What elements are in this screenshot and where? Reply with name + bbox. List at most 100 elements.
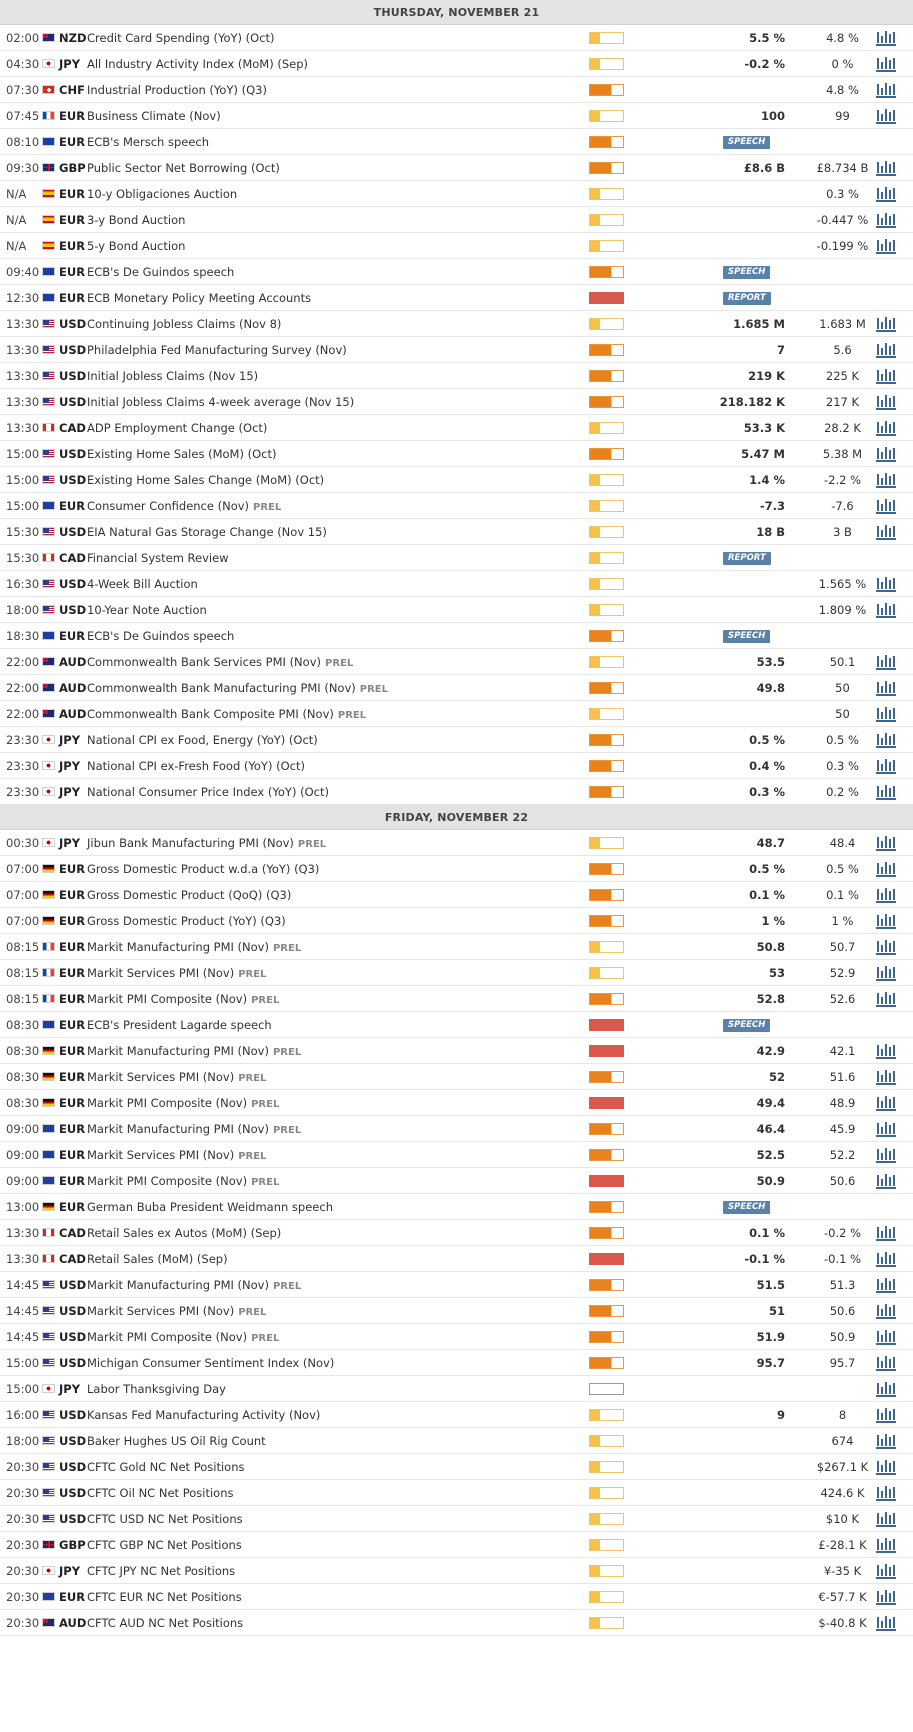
- event-name[interactable]: Financial System Review: [87, 545, 229, 571]
- event-name[interactable]: Labor Thanksgiving Day: [87, 1376, 226, 1402]
- event-name[interactable]: Markit Manufacturing PMI (Nov) PREL: [87, 1038, 301, 1064]
- bar-chart-icon[interactable]: [876, 680, 896, 696]
- event-name[interactable]: EIA Natural Gas Storage Change (Nov 15): [87, 519, 327, 545]
- event-name[interactable]: Consumer Confidence (Nov) PREL: [87, 493, 281, 519]
- event-row[interactable]: 15:00 EUR Consumer Confidence (Nov) PREL -7.…: [0, 493, 913, 519]
- bar-chart-icon[interactable]: [876, 1381, 896, 1397]
- event-row[interactable]: 08:30 EUR Markit PMI Composite (Nov) PREL 49…: [0, 1090, 913, 1116]
- bar-chart-icon[interactable]: [876, 368, 896, 384]
- event-name[interactable]: Markit PMI Composite (Nov) PREL: [87, 986, 279, 1012]
- event-name[interactable]: Existing Home Sales (MoM) (Oct): [87, 441, 276, 467]
- event-name[interactable]: CFTC JPY NC Net Positions: [87, 1558, 235, 1584]
- bar-chart-icon[interactable]: [876, 1069, 896, 1085]
- bar-chart-icon[interactable]: [876, 706, 896, 722]
- bar-chart-icon[interactable]: [876, 108, 896, 124]
- event-row[interactable]: 15:00 JPY Labor Thanksgiving Day: [0, 1376, 913, 1402]
- bar-chart-icon[interactable]: [876, 861, 896, 877]
- bar-chart-icon[interactable]: [876, 602, 896, 618]
- event-row[interactable]: 20:30 GBP CFTC GBP NC Net Positions £-28.1 …: [0, 1532, 913, 1558]
- event-name[interactable]: Industrial Production (YoY) (Q3): [87, 77, 267, 103]
- event-row[interactable]: 07:00 EUR Gross Domestic Product w.d.a (Yo…: [0, 856, 913, 882]
- event-name[interactable]: ADP Employment Change (Oct): [87, 415, 267, 441]
- event-name[interactable]: Philadelphia Fed Manufacturing Survey (N…: [87, 337, 347, 363]
- bar-chart-icon[interactable]: [876, 446, 896, 462]
- event-name[interactable]: 10-y Obligaciones Auction: [87, 181, 237, 207]
- event-row[interactable]: 12:30 EUR ECB Monetary Policy Meeting Acco…: [0, 285, 913, 311]
- bar-chart-icon[interactable]: [876, 991, 896, 1007]
- event-name[interactable]: Retail Sales (MoM) (Sep): [87, 1246, 228, 1272]
- event-name[interactable]: 4-Week Bill Auction: [87, 571, 198, 597]
- bar-chart-icon[interactable]: [876, 1251, 896, 1267]
- event-row[interactable]: 04:30 JPY All Industry Activity Index (MoM…: [0, 51, 913, 77]
- event-name[interactable]: Markit PMI Composite (Nov) PREL: [87, 1090, 279, 1116]
- bar-chart-icon[interactable]: [876, 1147, 896, 1163]
- event-name[interactable]: Michigan Consumer Sentiment Index (Nov): [87, 1350, 334, 1376]
- event-name[interactable]: Gross Domestic Product (YoY) (Q3): [87, 908, 286, 934]
- bar-chart-icon[interactable]: [876, 1303, 896, 1319]
- bar-chart-icon[interactable]: [876, 1225, 896, 1241]
- event-row[interactable]: 08:30 EUR Markit Manufacturing PMI (Nov) PR…: [0, 1038, 913, 1064]
- event-row[interactable]: 23:30 JPY National CPI ex Food, Energy (Yo…: [0, 727, 913, 753]
- event-name[interactable]: Markit Manufacturing PMI (Nov) PREL: [87, 934, 301, 960]
- bar-chart-icon[interactable]: [876, 1121, 896, 1137]
- speech-badge[interactable]: SPEECH: [723, 1201, 771, 1214]
- speech-badge[interactable]: SPEECH: [723, 630, 771, 643]
- event-row[interactable]: 07:45 EUR Business Climate (Nov) 100 99: [0, 103, 913, 129]
- bar-chart-icon[interactable]: [876, 654, 896, 670]
- event-row[interactable]: 09:00 EUR Markit Manufacturing PMI (Nov) PR…: [0, 1116, 913, 1142]
- event-row[interactable]: 20:30 USD CFTC Oil NC Net Positions 424.6 K: [0, 1480, 913, 1506]
- event-name[interactable]: Baker Hughes US Oil Rig Count: [87, 1428, 266, 1454]
- bar-chart-icon[interactable]: [876, 887, 896, 903]
- event-row[interactable]: 08:10 EUR ECB's Mersch speech SPEECH: [0, 129, 913, 155]
- event-name[interactable]: Commonwealth Bank Services PMI (Nov) PREL: [87, 649, 353, 675]
- event-row[interactable]: 20:30 USD CFTC Gold NC Net Positions $267.1…: [0, 1454, 913, 1480]
- bar-chart-icon[interactable]: [876, 1485, 896, 1501]
- event-row[interactable]: 09:30 GBP Public Sector Net Borrowing (Oct…: [0, 155, 913, 181]
- event-name[interactable]: CFTC Oil NC Net Positions: [87, 1480, 233, 1506]
- event-row[interactable]: 15:00 USD Michigan Consumer Sentiment Inde…: [0, 1350, 913, 1376]
- event-name[interactable]: Initial Jobless Claims (Nov 15): [87, 363, 258, 389]
- bar-chart-icon[interactable]: [876, 1329, 896, 1345]
- event-row[interactable]: 15:00 USD Existing Home Sales Change (MoM)…: [0, 467, 913, 493]
- event-row[interactable]: 08:15 EUR Markit PMI Composite (Nov) PREL 52…: [0, 986, 913, 1012]
- event-row[interactable]: 20:30 USD CFTC USD NC Net Positions $10 K: [0, 1506, 913, 1532]
- event-row[interactable]: N/A EUR 10-y Obligaciones Auction 0.3 %: [0, 181, 913, 207]
- bar-chart-icon[interactable]: [876, 212, 896, 228]
- bar-chart-icon[interactable]: [876, 1433, 896, 1449]
- event-row[interactable]: 22:00 AUD Commonwealth Bank Manufacturing …: [0, 675, 913, 701]
- bar-chart-icon[interactable]: [876, 732, 896, 748]
- bar-chart-icon[interactable]: [876, 498, 896, 514]
- event-name[interactable]: Markit Services PMI (Nov) PREL: [87, 1298, 266, 1324]
- event-row[interactable]: 13:30 USD Initial Jobless Claims 4-week av…: [0, 389, 913, 415]
- bar-chart-icon[interactable]: [876, 1459, 896, 1475]
- bar-chart-icon[interactable]: [876, 472, 896, 488]
- bar-chart-icon[interactable]: [876, 1173, 896, 1189]
- event-row[interactable]: 15:00 USD Existing Home Sales (MoM) (Oct) 5…: [0, 441, 913, 467]
- bar-chart-icon[interactable]: [876, 342, 896, 358]
- event-name[interactable]: 5-y Bond Auction: [87, 233, 185, 259]
- event-row[interactable]: 13:30 USD Initial Jobless Claims (Nov 15) 2…: [0, 363, 913, 389]
- event-name[interactable]: Markit Services PMI (Nov) PREL: [87, 960, 266, 986]
- event-row[interactable]: 13:30 CAD Retail Sales ex Autos (MoM) (Sep…: [0, 1220, 913, 1246]
- event-row[interactable]: 08:15 EUR Markit Services PMI (Nov) PREL 53 5…: [0, 960, 913, 986]
- bar-chart-icon[interactable]: [876, 1043, 896, 1059]
- bar-chart-icon[interactable]: [876, 1563, 896, 1579]
- event-row[interactable]: 13:30 USD Continuing Jobless Claims (Nov 8…: [0, 311, 913, 337]
- bar-chart-icon[interactable]: [876, 835, 896, 851]
- event-name[interactable]: Commonwealth Bank Composite PMI (Nov) PRE…: [87, 701, 366, 727]
- bar-chart-icon[interactable]: [876, 316, 896, 332]
- bar-chart-icon[interactable]: [876, 965, 896, 981]
- event-name[interactable]: 10-Year Note Auction: [87, 597, 207, 623]
- report-badge[interactable]: REPORT: [723, 552, 771, 565]
- event-name[interactable]: Public Sector Net Borrowing (Oct): [87, 155, 280, 181]
- event-name[interactable]: 3-y Bond Auction: [87, 207, 185, 233]
- event-name[interactable]: ECB's De Guindos speech: [87, 623, 234, 649]
- event-name[interactable]: Business Climate (Nov): [87, 103, 221, 129]
- event-name[interactable]: Credit Card Spending (YoY) (Oct): [87, 25, 275, 51]
- event-row[interactable]: 08:30 EUR ECB's President Lagarde speech SP…: [0, 1012, 913, 1038]
- event-name[interactable]: ECB Monetary Policy Meeting Accounts: [87, 285, 311, 311]
- event-name[interactable]: ECB's President Lagarde speech: [87, 1012, 272, 1038]
- event-row[interactable]: 16:30 USD 4-Week Bill Auction 1.565 %: [0, 571, 913, 597]
- event-name[interactable]: Kansas Fed Manufacturing Activity (Nov): [87, 1402, 320, 1428]
- event-name[interactable]: Markit PMI Composite (Nov) PREL: [87, 1324, 279, 1350]
